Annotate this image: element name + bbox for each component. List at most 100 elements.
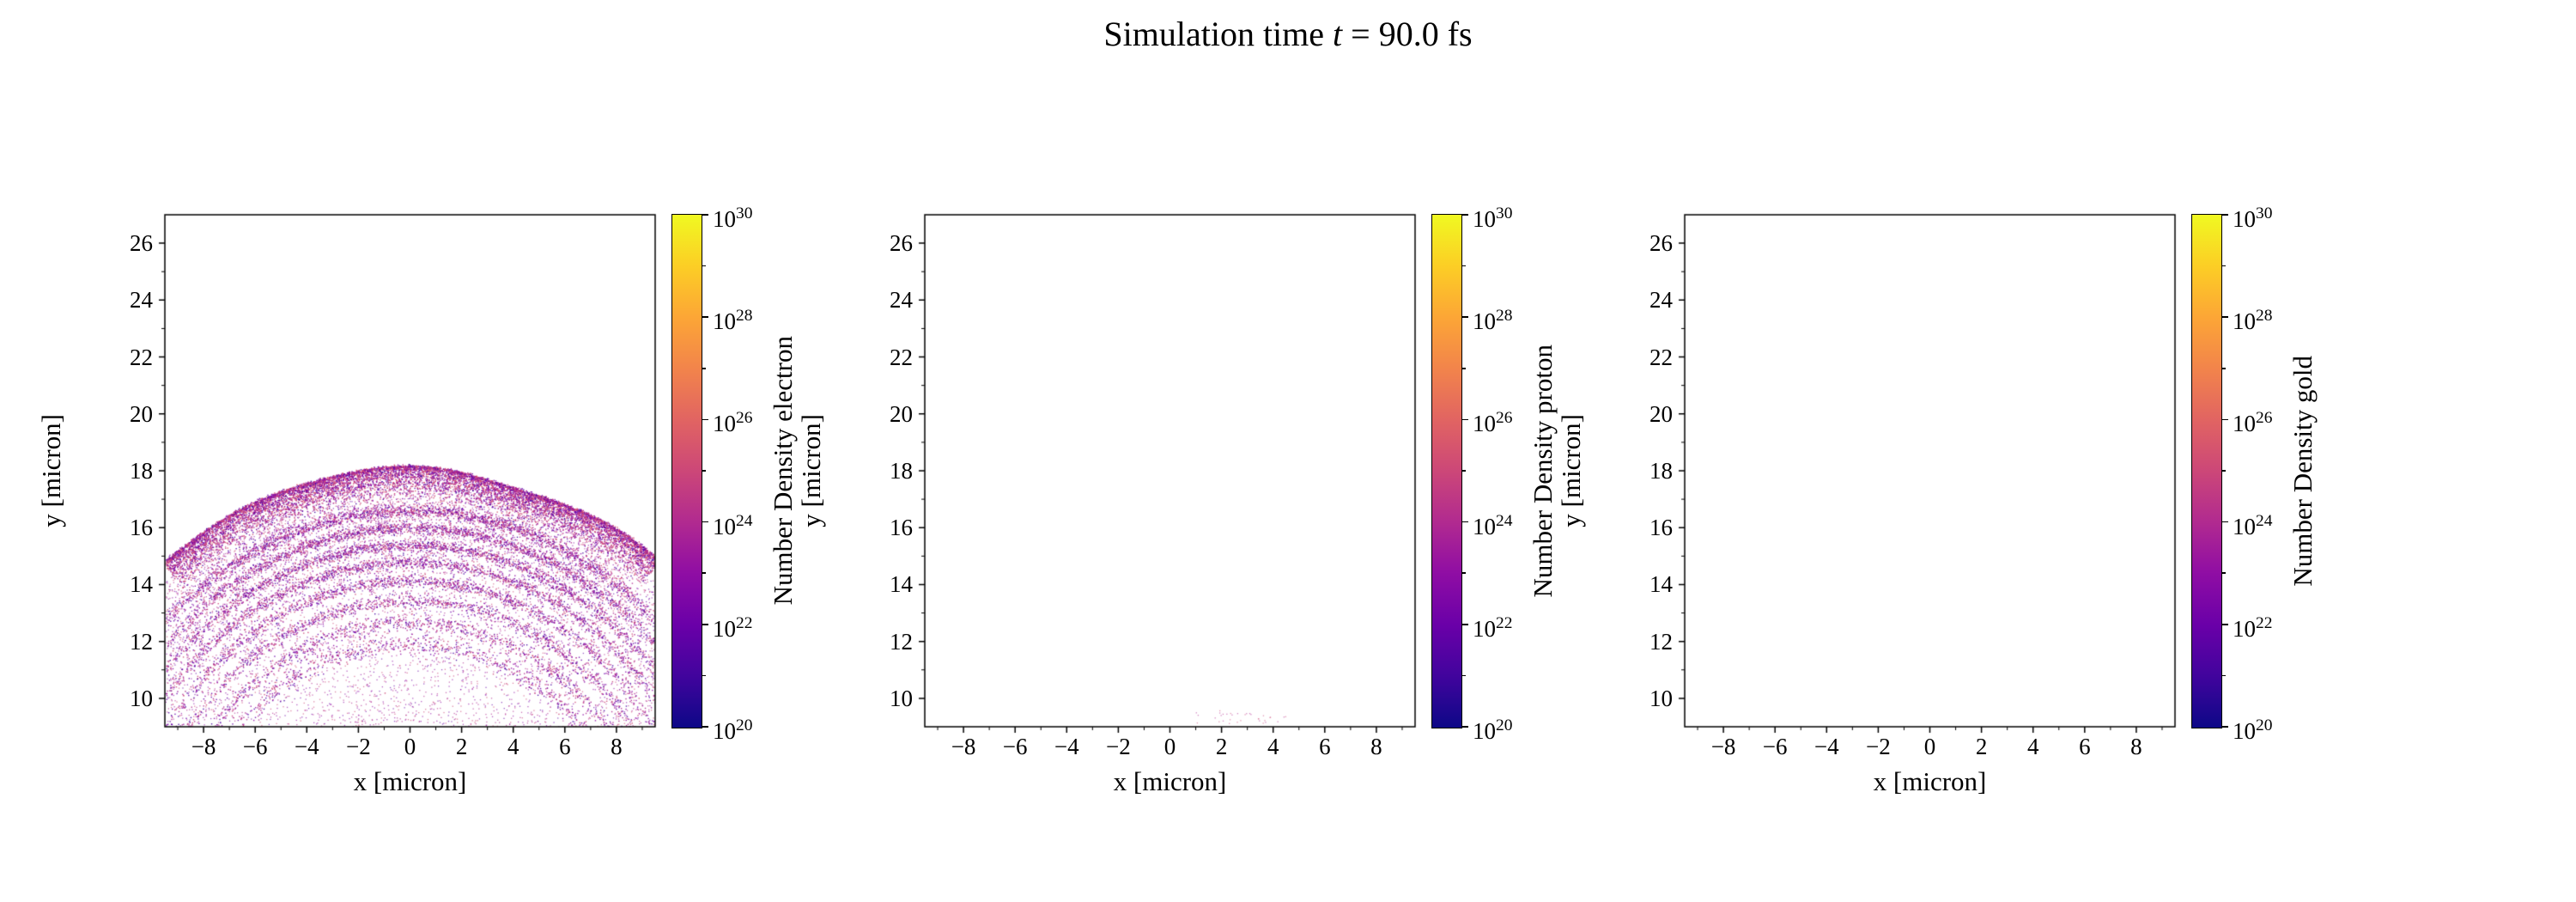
x-axis-label: x [micron]	[353, 766, 467, 796]
figure-title-prefix: Simulation time	[1103, 15, 1334, 53]
y-tick-label: 20	[890, 400, 913, 427]
colorbar-minor-tick	[702, 674, 706, 677]
colorbar-minor-tick	[1462, 265, 1466, 267]
colorbar-major-tick	[702, 624, 708, 625]
y-axis-label-text: y [micron]	[36, 414, 66, 527]
colorbar-label: Number Density gold	[2286, 215, 2320, 727]
x-tick-label: 8	[2130, 734, 2142, 759]
x-axis-label: x [micron]	[1873, 766, 1987, 796]
y-tick-label: 18	[130, 458, 153, 484]
x-tick-label: 6	[559, 734, 571, 759]
colorbar-major-tick	[2222, 418, 2228, 421]
y-tick-label: 10	[1649, 685, 1673, 711]
colorbar-minor-tick	[702, 368, 706, 369]
x-tick-label: 6	[2079, 734, 2091, 759]
x-tick-label: 2	[1975, 734, 1988, 759]
x-tick-label: −8	[1710, 734, 1736, 759]
colorbar-tick-label: 1024	[1473, 511, 1513, 539]
x-tick-label: −6	[1762, 734, 1788, 759]
x-tick-label: −8	[951, 734, 976, 759]
y-tick-label: 16	[130, 515, 153, 541]
plot-canvas	[916, 210, 1432, 749]
colorbar-major-tick	[2222, 726, 2228, 728]
colorbar-major-tick	[702, 726, 708, 728]
y-tick-label: 12	[890, 628, 913, 655]
y-tick-label: 26	[130, 230, 153, 257]
y-tick-label: 16	[1649, 515, 1673, 541]
y-axis-label: y [micron]	[794, 215, 829, 727]
colorbar-major-tick	[2222, 316, 2228, 318]
x-tick-label: 2	[455, 734, 468, 759]
colorbar-tick-label: 1030	[713, 204, 753, 232]
colorbar-major-tick	[2222, 521, 2228, 523]
figure-title: Simulation time t = 90.0 fs	[0, 14, 2576, 54]
colorbar-tick-label: 1030	[1473, 204, 1513, 232]
y-tick-label: 22	[1649, 344, 1673, 370]
y-tick-label: 14	[130, 571, 153, 598]
y-tick-label: 26	[1649, 230, 1673, 257]
colorbar-minor-tick	[702, 470, 706, 472]
colorbar	[1431, 213, 1462, 728]
y-axis-label-text: y [micron]	[796, 414, 826, 527]
colorbar-minor-tick	[1462, 674, 1466, 677]
colorbar-major-tick	[1462, 624, 1468, 625]
colorbar-major-tick	[702, 418, 708, 421]
x-tick-label: 8	[611, 734, 623, 759]
x-tick-label: 0	[1163, 734, 1176, 759]
colorbar-tick-label: 1026	[2233, 409, 2273, 437]
x-tick-label: −2	[346, 734, 371, 759]
y-tick-label: 20	[130, 400, 153, 427]
colorbar-minor-tick	[1462, 470, 1466, 472]
x-tick-label: 6	[1319, 734, 1331, 759]
x-tick-label: −8	[191, 734, 216, 759]
colorbar-tick-label: 1028	[2233, 307, 2273, 335]
colorbar	[2191, 213, 2222, 728]
colorbar-major-tick	[2222, 214, 2228, 216]
colorbar-tick-label: 1030	[2233, 204, 2273, 232]
colorbar-tick-label: 1020	[1473, 716, 1513, 744]
y-axis-label-text: y [micron]	[1556, 414, 1586, 527]
colorbar-tick-label: 1024	[2233, 511, 2273, 539]
x-axis-label: x [micron]	[1113, 766, 1227, 796]
x-tick-label: 8	[1370, 734, 1382, 759]
x-tick-label: 4	[2026, 734, 2039, 759]
colorbar-major-tick	[1462, 726, 1468, 728]
y-tick-label: 10	[890, 685, 913, 711]
colorbar-major-tick	[1462, 521, 1468, 523]
x-tick-label: 4	[507, 734, 519, 759]
x-tick-label: 0	[404, 734, 416, 759]
x-tick-label: −2	[1106, 734, 1131, 759]
colorbar-tick-label: 1024	[713, 511, 753, 539]
colorbar-label-text: Number Density gold	[2287, 355, 2318, 587]
y-tick-label: 24	[130, 287, 153, 314]
colorbar	[671, 213, 702, 728]
x-tick-label: −2	[1866, 734, 1891, 759]
y-axis-label: y [micron]	[34, 215, 69, 727]
y-tick-label: 16	[890, 515, 913, 541]
y-tick-label: 12	[130, 628, 153, 655]
colorbar-tick-label: 1026	[1473, 409, 1513, 437]
colorbar-major-tick	[702, 214, 708, 216]
panel-gold: −8 −6 −4 −2 0 2 4 6 8 10 12 14 16 18 20 22 24 26 y [micro…	[1556, 204, 2337, 816]
colorbar-minor-tick	[2222, 572, 2226, 574]
x-tick-label: −4	[294, 734, 319, 759]
y-tick-label: 20	[1649, 400, 1673, 427]
y-tick-label: 24	[890, 287, 913, 314]
y-tick-label: 24	[1649, 287, 1673, 314]
colorbar-minor-tick	[2222, 265, 2226, 267]
x-tick-label: −6	[242, 734, 268, 759]
y-tick-label: 18	[890, 458, 913, 484]
panel-electron: −8 −6 −4 −2 0 2 4 6 8 10 12 14 16 18 20 22 24 26 y [micro…	[36, 204, 817, 816]
colorbar-tick-label: 1022	[1473, 613, 1513, 642]
y-tick-label: 22	[890, 344, 913, 370]
y-tick-label: 14	[1649, 571, 1673, 598]
colorbar-minor-tick	[2222, 368, 2226, 369]
y-tick-label: 14	[890, 571, 913, 598]
colorbar-major-tick	[1462, 316, 1468, 318]
colorbar-tick-label: 1022	[713, 613, 753, 642]
colorbar-minor-tick	[1462, 368, 1466, 369]
x-tick-label: −4	[1054, 734, 1079, 759]
plot-canvas	[1676, 210, 2192, 749]
